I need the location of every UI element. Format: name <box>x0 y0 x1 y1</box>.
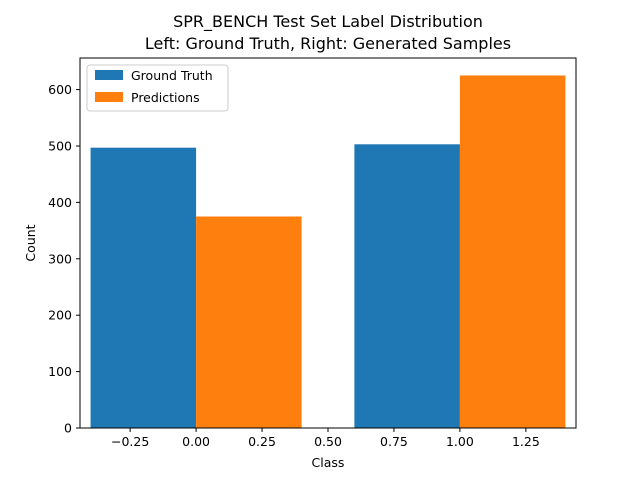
y-axis-ticks: 0 100 200 300 400 500 600 <box>48 82 80 436</box>
y-tick-label: 600 <box>48 82 72 97</box>
legend: Ground Truth Predictions <box>86 64 229 112</box>
x-tick-label: 1.00 <box>446 434 474 449</box>
chart-title: SPR_BENCH Test Set Label Distribution <box>173 12 483 32</box>
x-tick-label: −0.25 <box>111 434 149 449</box>
y-tick-label: 200 <box>48 308 72 323</box>
legend-label-ground-truth: Ground Truth <box>131 68 213 83</box>
x-tick-label: 0.00 <box>182 434 210 449</box>
x-tick-label: 1.25 <box>512 434 540 449</box>
x-axis-ticks: −0.25 0.00 0.25 0.50 0.75 1.00 1.25 <box>111 428 540 449</box>
bar-ground-truth-class-1 <box>354 144 460 429</box>
y-tick-label: 100 <box>48 364 72 379</box>
bar-predictions-class-1 <box>459 75 566 429</box>
y-axis-label: Count <box>23 224 38 261</box>
bars-group <box>90 75 566 429</box>
y-tick-label: 500 <box>48 138 72 153</box>
x-tick-label: 0.75 <box>380 434 408 449</box>
legend-label-predictions: Predictions <box>131 90 200 105</box>
x-axis-label: Class <box>312 455 345 470</box>
bar-ground-truth-class-0 <box>90 147 197 428</box>
x-tick-label: 0.25 <box>248 434 276 449</box>
y-tick-label: 300 <box>48 251 72 266</box>
x-tick-label: 0.50 <box>314 434 342 449</box>
bar-predictions-class-0 <box>196 216 302 428</box>
legend-swatch-predictions <box>95 92 123 102</box>
legend-swatch-ground-truth <box>95 70 123 80</box>
y-tick-label: 400 <box>48 195 72 210</box>
y-tick-label: 0 <box>64 421 72 436</box>
chart-subtitle: Left: Ground Truth, Right: Generated Sam… <box>145 34 511 53</box>
